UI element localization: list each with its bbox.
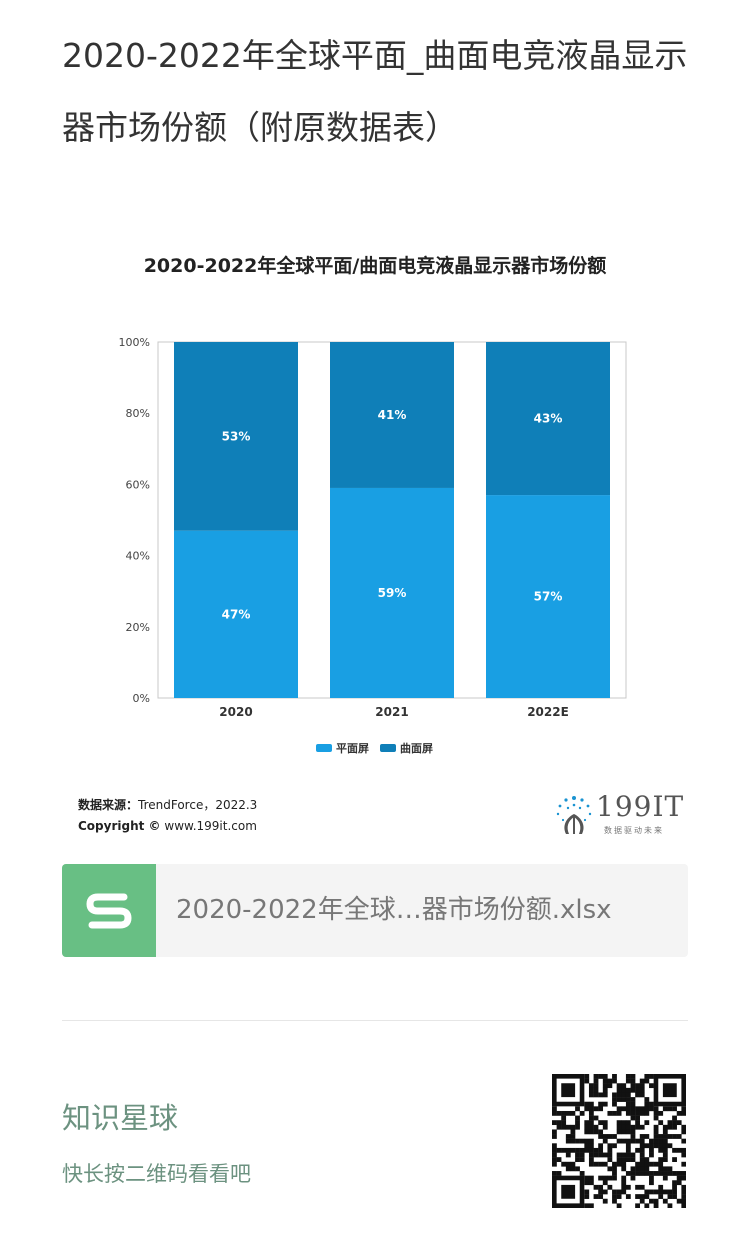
data-label: 41% xyxy=(378,408,407,422)
y-tick-label: 40% xyxy=(126,550,150,563)
y-tick-label: 60% xyxy=(126,478,150,491)
bar-segment-flat xyxy=(174,530,298,698)
data-label: 53% xyxy=(222,429,251,443)
x-tick-label: 2022E xyxy=(527,705,569,719)
x-tick-label: 2020 xyxy=(219,705,252,719)
data-label: 47% xyxy=(222,607,251,621)
spreadsheet-s-icon xyxy=(62,864,156,957)
stacked-bar-chart: 2020-2022年全球平面/曲面电竞液晶显示器市场份额 0% 20% 40% 60% 8… xyxy=(119,254,627,755)
article-title: 2020-2022年全球平面_曲面电竞液晶显示器市场份额（附原数据表） xyxy=(62,36,688,147)
legend-swatch xyxy=(380,744,396,752)
y-tick-label: 80% xyxy=(126,407,150,420)
legend-label: 曲面屏 xyxy=(400,741,433,755)
legend-swatch xyxy=(316,744,332,752)
data-label: 59% xyxy=(378,586,407,600)
bar-segment-flat xyxy=(330,487,454,698)
bar-segment-curved xyxy=(486,342,610,496)
knowledge-planet-title: 知识星球 xyxy=(62,1101,179,1135)
y-tick-label: 0% xyxy=(133,692,150,705)
source-value: TrendForce，2022.3 xyxy=(138,798,258,812)
data-label: 43% xyxy=(534,412,563,426)
logo-slogan: 数据驱动未来 xyxy=(604,826,664,835)
chart-card: 2020-2022年全球平面/曲面电竞液晶显示器市场份额 0% 20% 40% 60% 8… xyxy=(40,225,710,865)
copyright-value: www.199it.com xyxy=(164,819,257,833)
data-label: 57% xyxy=(534,590,563,604)
divider xyxy=(62,1020,688,1021)
y-tick-label: 100% xyxy=(119,336,150,349)
legend-label: 平面屏 xyxy=(336,742,369,755)
file-name: 2020-2022年全球…器市场份额.xlsx xyxy=(176,895,612,925)
logo-199it: 199IT 数据驱动未来 xyxy=(552,790,712,840)
x-tick-label: 2021 xyxy=(375,705,408,719)
y-tick-label: 20% xyxy=(126,621,150,634)
copyright-label: Copyright © xyxy=(78,819,161,833)
bar-segment-flat xyxy=(486,495,610,698)
source-block: 数据来源：TrendForce，2022.3 Copyright © www.1… xyxy=(78,795,257,837)
logo-burst-icon xyxy=(556,796,592,834)
chart-title: 2020-2022年全球平面/曲面电竞液晶显示器市场份额 xyxy=(144,254,607,277)
source-label: 数据来源： xyxy=(78,798,139,812)
logo-text: 199IT xyxy=(596,790,685,823)
knowledge-planet-subtitle: 快长按二维码看看吧 xyxy=(62,1162,251,1186)
bar-segment-curved xyxy=(330,342,454,488)
file-attachment[interactable]: 2020-2022年全球…器市场份额.xlsx xyxy=(62,864,688,957)
qr-code-icon[interactable] xyxy=(552,1074,686,1208)
bar-segment-curved xyxy=(174,342,298,531)
